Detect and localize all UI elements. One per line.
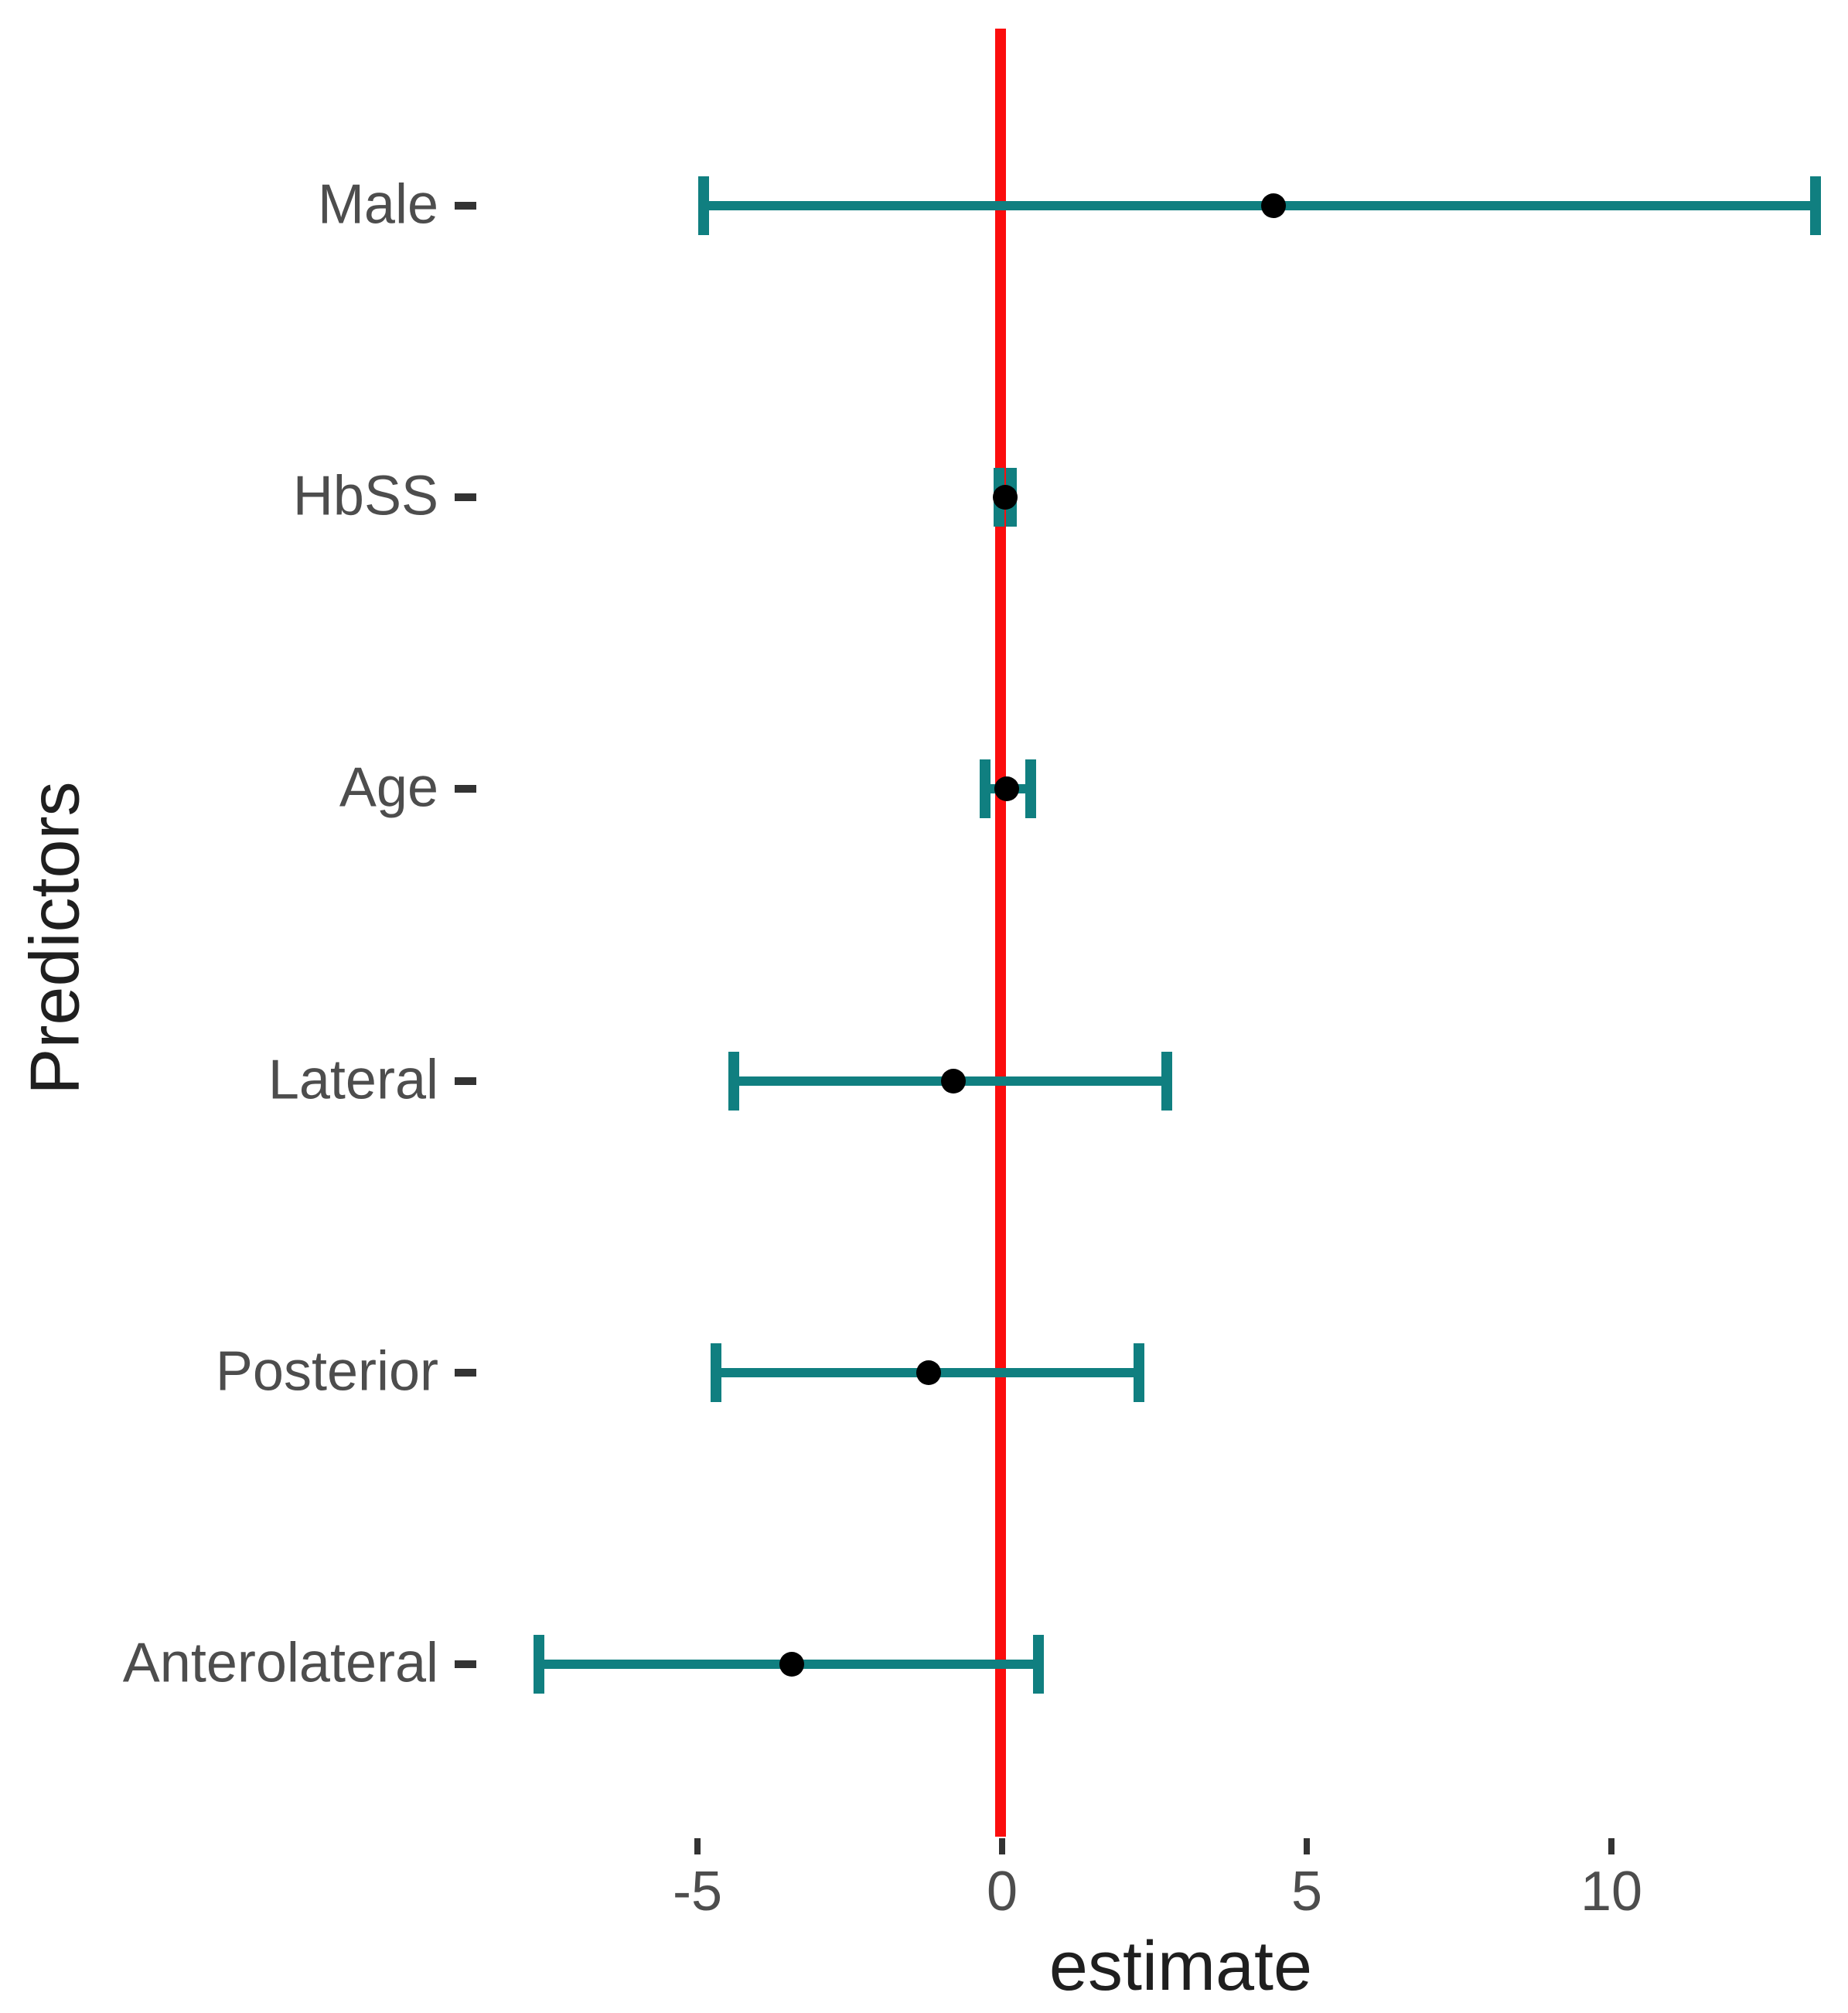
point-estimate — [994, 776, 1019, 802]
category-label-hbss: HbSS — [292, 465, 438, 527]
confidence-interval-cap-right — [1161, 1051, 1172, 1111]
point-estimate — [940, 1068, 966, 1094]
x-axis-tick-mark — [1304, 1838, 1310, 1854]
x-axis-tick-mark — [694, 1838, 701, 1854]
x-axis-tick-label: 5 — [1291, 1861, 1323, 1923]
y-axis-tick-mark — [455, 202, 476, 210]
confidence-interval-bar — [703, 201, 1816, 210]
point-estimate — [1260, 193, 1286, 218]
category-label-posterior: Posterior — [215, 1340, 438, 1403]
category-label-age: Age — [339, 756, 438, 819]
confidence-interval-cap-right — [1809, 176, 1821, 235]
y-axis-tick-mark — [455, 1076, 476, 1085]
category-label-anterolateral: Anterolateral — [122, 1632, 438, 1694]
y-axis-tick-mark — [455, 1660, 476, 1668]
confidence-interval-cap-left — [710, 1343, 721, 1402]
x-axis-tick-label: -5 — [672, 1861, 723, 1923]
confidence-interval-cap-right — [1134, 1343, 1145, 1402]
category-label-lateral: Lateral — [268, 1048, 438, 1111]
y-axis-tick-mark — [455, 1368, 476, 1377]
confidence-interval-cap-left — [697, 176, 709, 235]
x-axis-tick-label: 0 — [986, 1861, 1018, 1923]
x-axis-tick-label: 10 — [1580, 1861, 1643, 1923]
point-estimate — [779, 1652, 805, 1677]
confidence-interval-cap-right — [1025, 759, 1037, 819]
confidence-interval-cap-left — [728, 1051, 740, 1111]
x-axis-title: estimate — [1048, 1928, 1313, 2005]
confidence-interval-cap-right — [1033, 1635, 1045, 1694]
confidence-interval-cap-left — [534, 1635, 545, 1694]
x-axis-tick-mark — [1608, 1838, 1614, 1854]
zero-reference-line — [995, 29, 1006, 1837]
confidence-interval-cap-left — [979, 759, 990, 819]
point-estimate — [916, 1360, 942, 1385]
point-estimate — [992, 485, 1018, 510]
category-label-male: Male — [317, 173, 438, 236]
x-axis-tick-mark — [999, 1838, 1005, 1854]
y-axis-tick-mark — [455, 785, 476, 793]
y-axis-tick-mark — [455, 493, 476, 502]
